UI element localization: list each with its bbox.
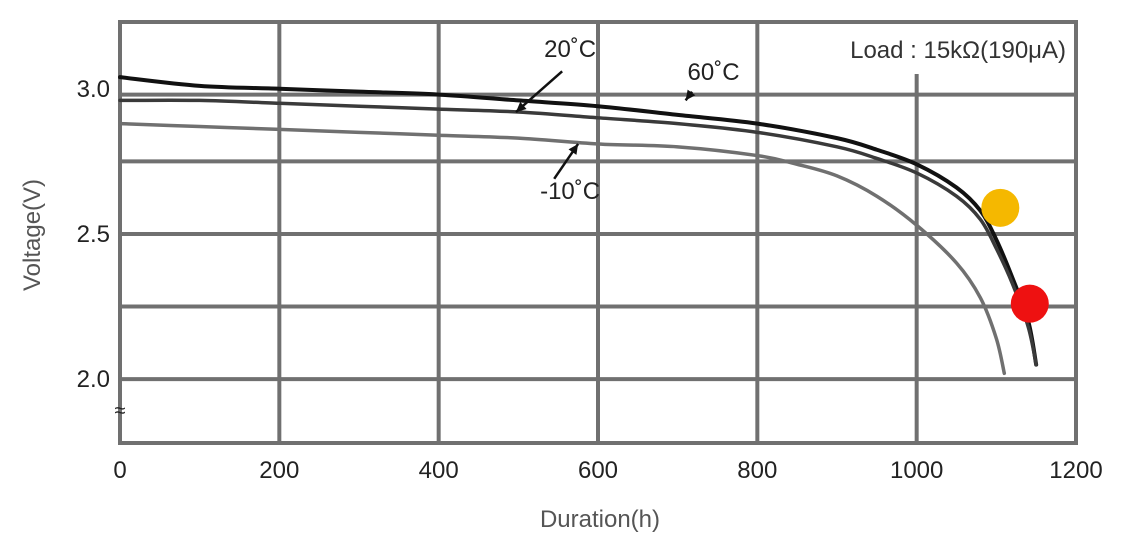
y-tick-label-1: 2.5 xyxy=(77,221,110,248)
x-tick-label-6: 1200 xyxy=(1049,457,1102,484)
x-tick-label-3: 600 xyxy=(578,457,618,484)
marker-dot-0 xyxy=(981,188,1020,227)
x-tick-label-2: 400 xyxy=(419,457,459,484)
annotation-arrow-0 xyxy=(515,70,563,113)
y-tick-label-0: 2.0 xyxy=(77,366,110,393)
x-tick-label-1: 200 xyxy=(259,457,299,484)
axis-break-symbol: ≈ xyxy=(115,400,126,422)
load-label: Load : 15kΩ(190μA) xyxy=(850,37,1066,64)
annotations: 20˚C 60˚C -10˚C xyxy=(515,36,740,205)
x-tick-label-0: 0 xyxy=(113,457,126,484)
x-tick-label-5: 1000 xyxy=(890,457,943,484)
y-tick-label-2: 3.0 xyxy=(77,76,110,103)
y-axis-title: Voltage(V) xyxy=(19,179,46,291)
annotation-label-2: -10˚C xyxy=(540,178,600,205)
markers xyxy=(981,188,1049,323)
annotation-label-0: 20˚C xyxy=(544,36,596,63)
annotation-arrowhead-1 xyxy=(685,89,696,101)
curves xyxy=(118,75,1039,376)
annotation-arrowhead-0 xyxy=(515,101,527,113)
x-tick-label-4: 800 xyxy=(737,457,777,484)
annotation-arrowhead-2 xyxy=(568,143,579,155)
series-line-0 xyxy=(118,75,1039,367)
series-line-1 xyxy=(118,98,1038,367)
marker-dot-1 xyxy=(1010,284,1049,323)
annotation-label-1: 60˚C xyxy=(688,59,740,86)
x-axis-title: Duration(h) xyxy=(540,506,660,533)
ticks: 0 200 400 600 800 1000 1200 2.0 2.5 3.0 xyxy=(77,76,1103,484)
grid xyxy=(118,20,1078,445)
series-line-2 xyxy=(118,121,1007,376)
